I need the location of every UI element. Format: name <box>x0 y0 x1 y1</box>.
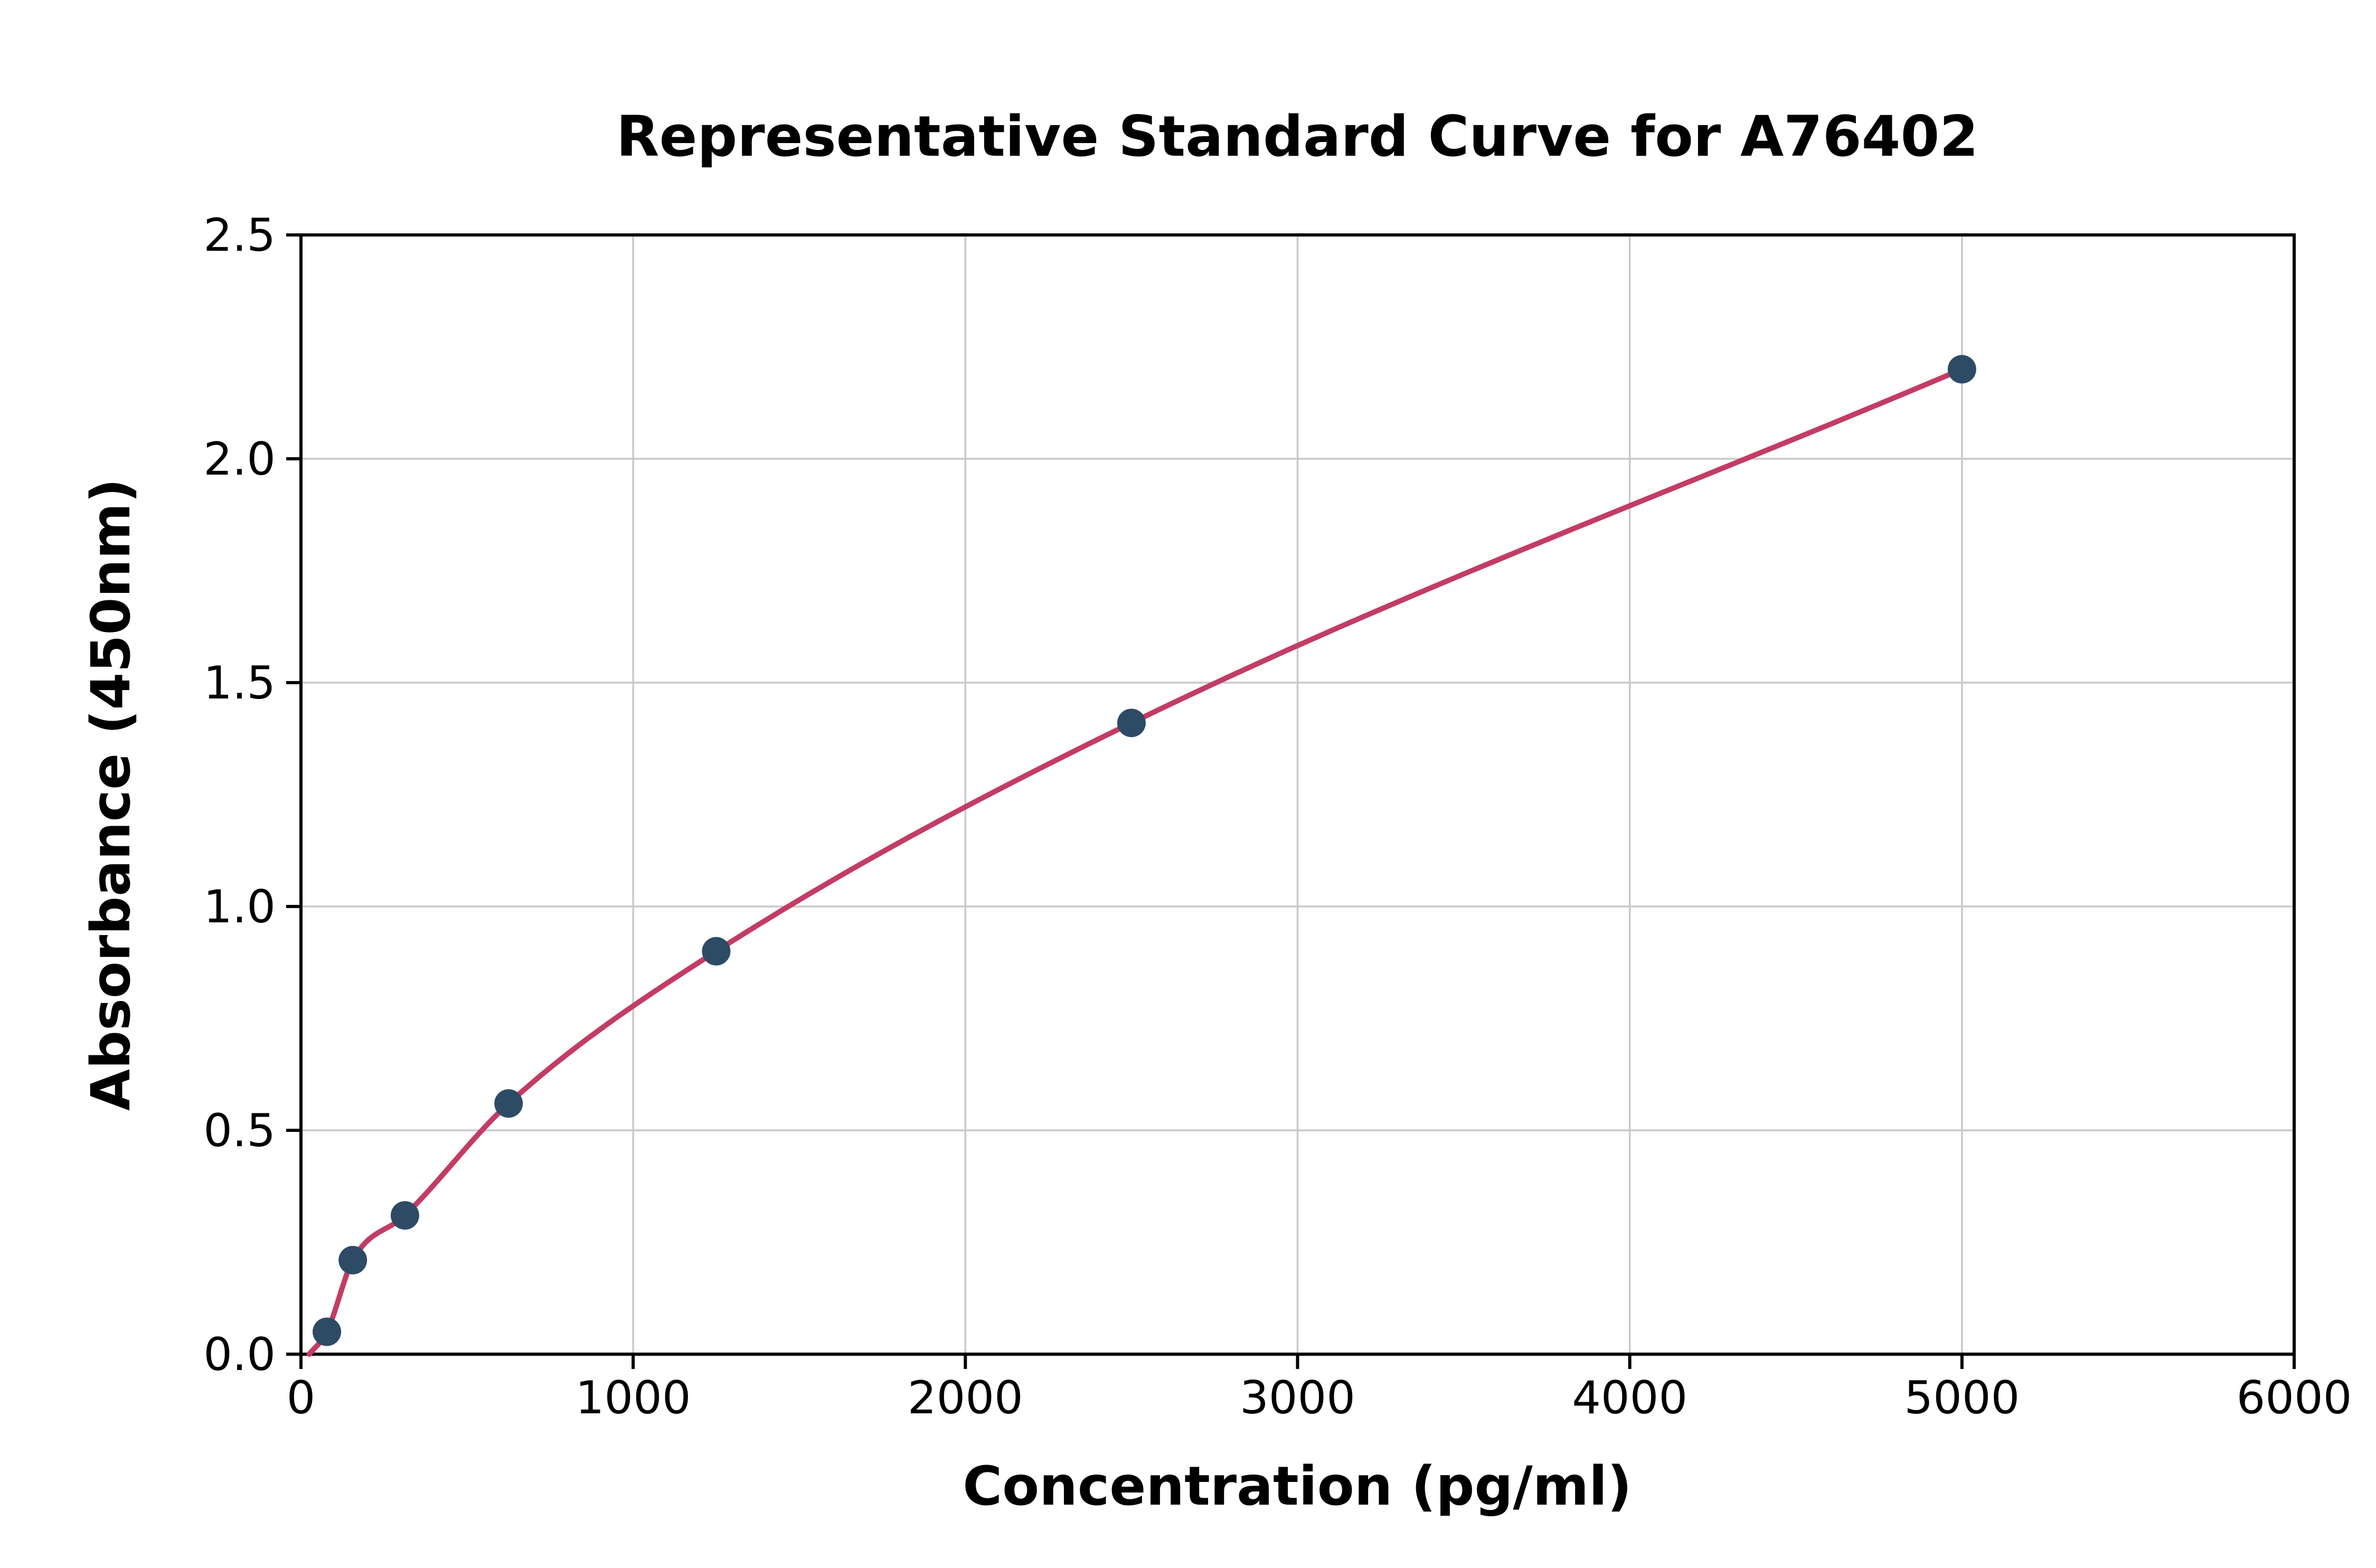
x-tick-label: 0 <box>287 1372 316 1424</box>
x-tick-label: 4000 <box>1572 1372 1687 1424</box>
data-point <box>390 1201 419 1230</box>
plot-area: 0 1000 2000 3000 4000 5000 6000 0.0 0.5 1.0 1.5 2.0… <box>203 209 2352 1424</box>
chart-title: Representative Standard Curve for A76402 <box>616 104 1978 169</box>
y-axis-label: Absorbance (450nm) <box>80 478 143 1111</box>
y-tick-label: 0.0 <box>203 1328 276 1381</box>
fit-curve <box>306 366 1965 1357</box>
x-tick-label: 6000 <box>2237 1372 2352 1424</box>
x-tick-label: 3000 <box>1240 1372 1355 1424</box>
y-tick-label: 2.0 <box>203 433 276 486</box>
y-tick-label: 1.5 <box>203 657 276 710</box>
x-axis-label: Concentration (pg/ml) <box>963 1455 1632 1518</box>
x-tick-label: 5000 <box>1904 1372 2020 1424</box>
data-point <box>313 1317 342 1346</box>
data-point <box>1947 355 1976 384</box>
x-tick-label: 2000 <box>908 1372 1023 1424</box>
y-tick-label: 0.5 <box>203 1104 276 1157</box>
x-tick-label: 1000 <box>576 1372 691 1424</box>
data-point <box>494 1089 523 1118</box>
data-point <box>702 937 731 966</box>
data-point <box>1117 709 1146 738</box>
y-tick-label: 2.5 <box>203 209 276 262</box>
y-tick-label: 1.0 <box>203 881 276 933</box>
data-point <box>338 1245 367 1274</box>
